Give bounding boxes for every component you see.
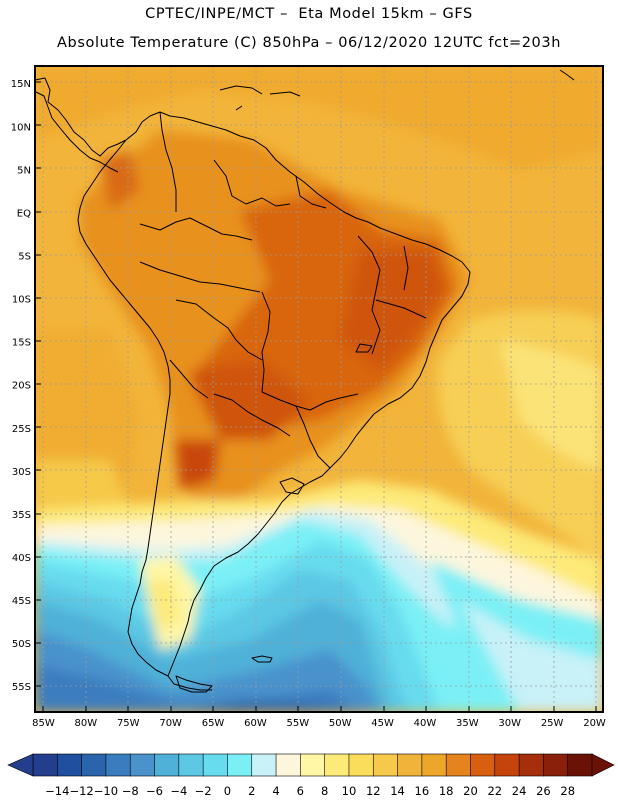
colorbar-swatch [81, 753, 107, 777]
colorbar-swatch [372, 753, 399, 777]
colorbar-swatch [275, 753, 302, 777]
lon-label: 75W [117, 718, 140, 729]
lat-label: 25S [12, 424, 31, 435]
colorbar-labels: −14 −12 −10 −8 −6 −4 −2 0 2 4 6 8 10 12 14 16 18 20 22 24 26… [45, 784, 575, 798]
lat-label: 5N [17, 165, 31, 176]
colorbar-swatch [518, 753, 545, 777]
lon-label: 25W [541, 718, 564, 729]
latitude-labels: 15N 10N 5N EQ 5S 10S 15S 20S 25S 30S 35S 40S 45S 50S 5… [11, 79, 31, 693]
map-title-line-2: Absolute Temperature (C) 850hPa – 06/12/… [57, 35, 561, 51]
colorbar-swatch [57, 753, 83, 777]
coastlines [35, 69, 575, 693]
colorbar-swatch [154, 753, 180, 777]
lat-label: 40S [12, 553, 31, 564]
colorbar-label: −2 [195, 784, 212, 798]
lon-label: 55W [286, 718, 309, 729]
colorbar-label: 24 [512, 784, 527, 798]
colorbar-label: 26 [536, 784, 551, 798]
lon-label: 80W [75, 718, 98, 729]
colorbar-swatch [178, 753, 204, 777]
colorbar-label: 20 [463, 784, 478, 798]
colorbar-swatch [32, 753, 59, 777]
lon-label: 40W [414, 718, 437, 729]
map-title-line-1: CPTEC/INPE/MCT – Eta Model 15km – GFS [145, 6, 473, 22]
colorbar-swatch [202, 753, 229, 777]
colorbar-swatch [105, 753, 132, 777]
lat-label: 20S [12, 381, 31, 392]
lat-label: 15S [12, 338, 31, 349]
lon-label: 35W [456, 718, 479, 729]
colorbar-label: 18 [439, 784, 454, 798]
lat-ticks [35, 81, 41, 687]
colorbar-swatch [324, 753, 350, 777]
colorbar-label: 6 [297, 784, 304, 798]
colorbar-label: −8 [122, 784, 139, 798]
colorbar-label: 12 [366, 784, 381, 798]
lat-label: 10N [11, 122, 31, 133]
colorbar-swatch [567, 753, 593, 777]
colorbar-label: 28 [560, 784, 575, 798]
lat-label: 10S [12, 295, 31, 306]
colorbar-label: −6 [146, 784, 163, 798]
colorbar-min-arrow [7, 753, 34, 777]
colorbar-label: 8 [321, 784, 328, 798]
colorbar-swatch [251, 753, 277, 777]
colorbar-max-arrow [591, 753, 615, 777]
lon-label: 20W [583, 718, 606, 729]
colorbar-label: −10 [94, 784, 118, 798]
longitude-labels: 85W 80W 75W 70W 65W 60W 55W 50W 45W 40W 35W 30W 25W 2… [32, 718, 606, 729]
lon-label: 85W [32, 718, 55, 729]
colorbar-label: 22 [487, 784, 502, 798]
colorbar-swatch [445, 753, 472, 777]
lat-label: EQ [17, 208, 31, 219]
map-frame [34, 65, 604, 713]
colorbar-swatch [421, 753, 447, 777]
colorbar-label: −14 [45, 784, 69, 798]
lon-label: 30W [498, 718, 521, 729]
temperature-field [35, 66, 603, 712]
lat-label: 45S [12, 596, 31, 607]
lat-label: 15N [11, 79, 31, 90]
colorbar-swatch [227, 753, 253, 777]
colorbar-label: 10 [342, 784, 357, 798]
colorbar-swatch [348, 753, 375, 777]
lat-label: 55S [12, 682, 31, 693]
colorbar-swatch [300, 753, 326, 777]
colorbar-label: 2 [248, 784, 255, 798]
colorbar-label: 14 [390, 784, 405, 798]
colorbar-swatch [470, 753, 496, 777]
lat-label: 5S [18, 251, 31, 262]
colorbar-label: 0 [224, 784, 231, 798]
lon-ticks [42, 706, 597, 712]
lat-label: 35S [12, 510, 31, 521]
colorbar-label: −12 [69, 784, 93, 798]
lon-label: 65W [202, 718, 225, 729]
lon-label: 60W [244, 718, 267, 729]
colorbar-swatch [494, 753, 520, 777]
colorbar-label: 16 [415, 784, 430, 798]
colorbar-swatch [397, 753, 423, 777]
colorbar-swatch [543, 753, 569, 777]
colorbar [7, 753, 615, 777]
lon-label: 50W [329, 718, 352, 729]
colorbar-swatch [129, 753, 156, 777]
lat-label: 50S [12, 639, 31, 650]
lat-label: 30S [12, 467, 31, 478]
lon-label: 70W [159, 718, 182, 729]
colorbar-label: −4 [170, 784, 187, 798]
colorbar-label: 4 [272, 784, 279, 798]
lon-label: 45W [371, 718, 394, 729]
